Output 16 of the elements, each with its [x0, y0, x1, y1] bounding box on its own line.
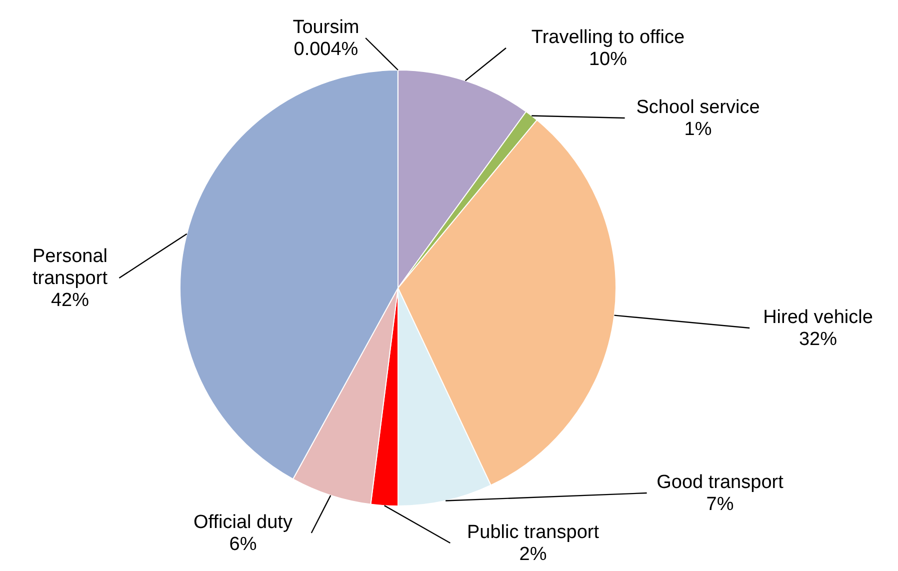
slice-label: Toursim	[292, 17, 360, 38]
data-label: 7%	[706, 494, 734, 515]
data-label: 2%	[519, 544, 547, 565]
slice-label: Good transport	[656, 472, 784, 493]
slice-label: School service	[636, 97, 760, 118]
slice-label: Personal transport	[32, 246, 108, 289]
data-label: 6%	[229, 534, 257, 555]
data-label: 1%	[684, 119, 712, 140]
data-label: 0.004%	[294, 39, 358, 60]
slice-label: Travelling to office	[531, 27, 685, 48]
data-label: 42%	[50, 290, 90, 311]
data-label: 10%	[588, 49, 628, 70]
slice-label: Official duty	[194, 512, 293, 533]
data-label: 32%	[798, 329, 838, 350]
slice-label: Public transport	[466, 522, 600, 543]
slice-label: Hired vehicle	[763, 307, 873, 328]
